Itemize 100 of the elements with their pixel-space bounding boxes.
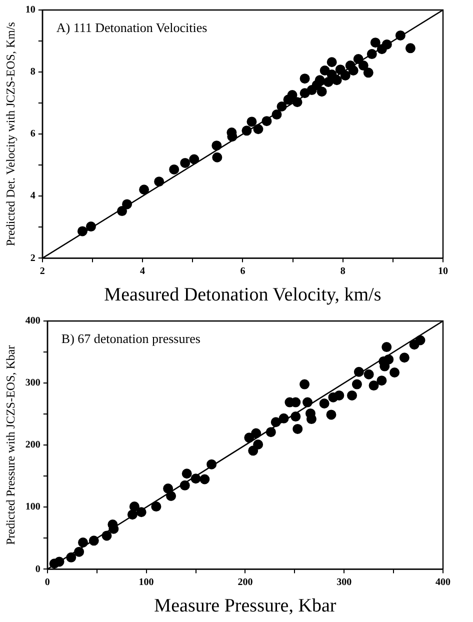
point xyxy=(276,101,287,112)
point xyxy=(370,38,380,48)
point xyxy=(306,414,316,424)
point xyxy=(334,390,344,400)
point xyxy=(200,474,210,484)
x-tick-label: 4 xyxy=(140,266,146,277)
point xyxy=(154,176,164,187)
point xyxy=(248,446,258,456)
point xyxy=(332,75,342,86)
point xyxy=(358,60,368,71)
point xyxy=(340,70,350,80)
annotation: B) 67 detonation pressures xyxy=(61,330,200,346)
point xyxy=(66,552,76,562)
point xyxy=(190,474,201,484)
x-axis-title: Measured Detonation Velocity, km/s xyxy=(104,284,382,306)
y-axis-title: Predicted Det. Velocity with JCZS-EOS, Km/s xyxy=(3,22,18,246)
point xyxy=(212,152,222,162)
point xyxy=(136,507,146,518)
point xyxy=(212,140,222,151)
point xyxy=(139,184,150,195)
point xyxy=(189,154,200,164)
point xyxy=(390,368,400,378)
point xyxy=(180,158,190,168)
x-tick-label: 6 xyxy=(240,266,246,277)
point xyxy=(320,66,330,76)
point xyxy=(290,412,301,422)
x-tick-label: 100 xyxy=(138,576,154,588)
point xyxy=(292,97,302,108)
point xyxy=(363,68,374,78)
point xyxy=(382,342,392,352)
y-tick-label: 300 xyxy=(25,378,40,389)
point xyxy=(300,379,310,390)
point xyxy=(272,110,282,120)
point xyxy=(287,90,298,100)
x-tick-label: 0 xyxy=(44,576,50,588)
y-tick-label: 8 xyxy=(30,66,36,78)
x-axis-title: Measure Pressure, Kbar xyxy=(154,596,337,617)
point xyxy=(129,502,140,512)
x-tick-label: 400 xyxy=(436,576,450,588)
point xyxy=(415,335,426,346)
point xyxy=(117,206,128,216)
point xyxy=(376,376,387,386)
point xyxy=(206,459,217,470)
point xyxy=(352,379,362,390)
point xyxy=(399,352,410,363)
point xyxy=(270,417,281,428)
point xyxy=(405,43,416,54)
point xyxy=(86,222,96,232)
y-tick-label: 4 xyxy=(30,190,36,202)
x-tick-label: 200 xyxy=(238,576,253,588)
y-tick-label: 10 xyxy=(25,4,36,16)
point xyxy=(77,226,88,236)
point xyxy=(182,468,192,479)
point xyxy=(316,86,327,97)
point xyxy=(382,39,392,50)
point xyxy=(348,66,358,76)
y-tick-label: 0 xyxy=(35,564,40,575)
x-tick-label: 8 xyxy=(340,266,346,277)
point xyxy=(180,480,190,490)
point xyxy=(354,366,364,377)
point xyxy=(302,397,313,408)
y-tick-label: 6 xyxy=(30,128,36,140)
y-tick-label: 400 xyxy=(25,316,40,327)
point xyxy=(253,439,264,450)
point xyxy=(122,199,132,210)
point xyxy=(368,380,379,391)
point xyxy=(292,424,303,434)
point xyxy=(366,49,377,60)
y-tick-label: 100 xyxy=(25,502,40,513)
point xyxy=(353,54,364,64)
point xyxy=(262,116,272,126)
point xyxy=(384,354,394,364)
point xyxy=(242,126,252,136)
y-tick-label: 200 xyxy=(25,440,40,451)
point xyxy=(278,413,289,424)
point xyxy=(326,57,337,68)
point xyxy=(253,124,264,134)
point xyxy=(78,538,88,548)
point xyxy=(151,502,162,512)
point xyxy=(244,432,254,443)
y-tick-label: 2 xyxy=(30,252,36,264)
point xyxy=(395,30,406,40)
point xyxy=(364,369,374,380)
point xyxy=(326,410,336,420)
annotation: A) 111 Detonation Velocities xyxy=(56,20,208,35)
point xyxy=(54,556,64,567)
point xyxy=(246,116,257,127)
x-tick-label: 300 xyxy=(336,576,352,588)
point xyxy=(169,164,180,174)
point xyxy=(300,74,310,84)
point xyxy=(314,75,325,86)
x-tick-label: 10 xyxy=(438,266,448,277)
y-axis-title: Predicted Pressure with JCZS-EOS, Kbar xyxy=(3,345,18,545)
point xyxy=(74,546,84,557)
point xyxy=(251,428,262,438)
point xyxy=(102,530,112,541)
point xyxy=(319,398,330,409)
point xyxy=(166,490,176,501)
point xyxy=(347,390,358,400)
point xyxy=(88,536,99,546)
